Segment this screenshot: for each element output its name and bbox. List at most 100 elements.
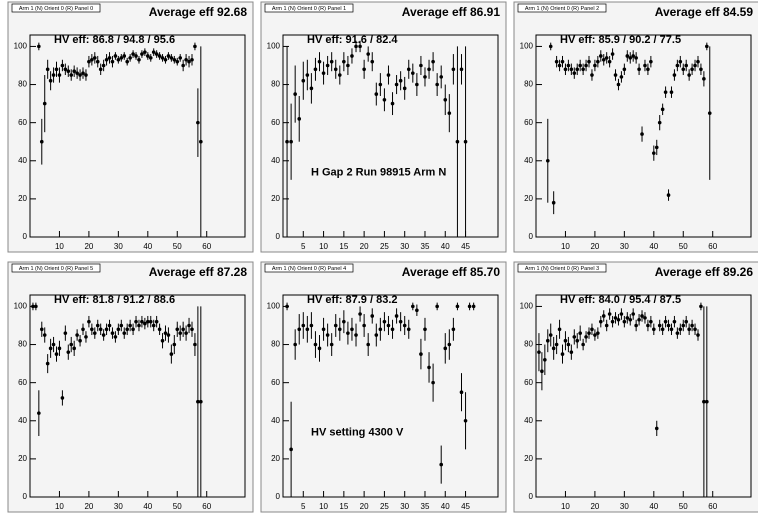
data-point [166, 333, 171, 337]
y-tick-label: 20 [18, 454, 27, 463]
y-tick-label: 20 [271, 194, 280, 203]
data-point [451, 327, 456, 332]
data-point [610, 52, 615, 56]
data-point [411, 304, 415, 309]
data-point [146, 319, 150, 324]
x-tick-label: 30 [400, 502, 409, 511]
data-point [329, 342, 334, 347]
data-point [60, 396, 65, 400]
average-eff: Average eff 86.91 [402, 5, 501, 19]
data-point [672, 319, 677, 324]
data-point [587, 331, 591, 335]
x-tick-label: 15 [339, 242, 348, 251]
data-point [178, 331, 183, 335]
data-point [394, 82, 399, 87]
data-point [382, 319, 387, 324]
x-tick-label: 5 [301, 242, 306, 251]
data-point [699, 304, 703, 309]
data-point [394, 314, 399, 318]
x-tick-label: 35 [421, 502, 430, 511]
data-point [297, 117, 302, 121]
y-tick-label: 0 [23, 492, 28, 501]
y-tick-label: 80 [271, 80, 280, 89]
data-point [678, 327, 683, 332]
data-point [687, 73, 691, 77]
data-point [654, 426, 659, 431]
data-point [684, 319, 689, 324]
data-point [386, 323, 391, 328]
data-point [613, 316, 618, 320]
data-point [590, 73, 594, 77]
data-point [654, 145, 659, 150]
data-point [305, 73, 310, 77]
pad-title: Arm 1 (N) Orient 0 (R) Panel 5 [19, 266, 93, 272]
data-point [128, 56, 132, 60]
data-point [610, 319, 615, 324]
data-point [84, 335, 88, 339]
data-point [358, 44, 362, 49]
data-point [134, 54, 138, 58]
data-point [455, 304, 460, 309]
data-point [402, 86, 407, 91]
title-box [264, 3, 354, 13]
data-point [63, 331, 68, 335]
y-tick-label: 100 [520, 302, 534, 311]
note: HV setting 4300 V [311, 426, 404, 438]
data-point [39, 139, 44, 144]
data-point [566, 342, 571, 347]
y-tick-label: 60 [524, 118, 533, 127]
average-eff: Average eff 87.28 [149, 265, 248, 279]
data-point [443, 346, 448, 351]
data-point [134, 319, 138, 324]
data-point [42, 333, 47, 337]
x-tick-label: 50 [173, 502, 182, 511]
data-point [604, 56, 609, 60]
data-point [451, 67, 456, 72]
data-point [160, 56, 165, 60]
hv-eff: HV eff: 84.0 / 95.4 / 87.5 [560, 294, 681, 306]
data-point [366, 52, 370, 56]
x-tick-label: 30 [620, 242, 629, 251]
data-point [148, 319, 153, 324]
data-point [48, 346, 53, 351]
y-tick-label: 60 [18, 378, 27, 387]
y-tick-label: 20 [524, 194, 533, 203]
data-point [325, 333, 330, 337]
data-point [427, 365, 431, 370]
data-point [411, 71, 415, 75]
y-tick-label: 0 [529, 492, 534, 501]
data-point [584, 63, 588, 68]
data-point [578, 331, 582, 335]
data-point [378, 327, 383, 332]
data-point [92, 56, 97, 60]
data-point [75, 71, 79, 75]
data-point [699, 67, 703, 72]
title-box [11, 263, 101, 273]
data-point [678, 59, 683, 64]
y-tick-label: 80 [18, 80, 27, 89]
y-tick-label: 40 [524, 156, 533, 165]
x-tick-label: 10 [55, 242, 64, 251]
x-tick-label: 10 [319, 502, 328, 511]
data-point [675, 63, 680, 68]
data-point [301, 78, 306, 83]
data-point [572, 335, 577, 339]
data-point [681, 323, 686, 328]
data-point [342, 59, 346, 64]
data-point [285, 139, 289, 144]
data-point [557, 327, 562, 332]
data-point [569, 350, 574, 354]
data-point [374, 92, 379, 96]
data-point [366, 342, 370, 347]
data-point [593, 333, 597, 337]
data-point [419, 352, 423, 356]
data-point [321, 71, 326, 75]
y-tick-label: 100 [267, 42, 281, 51]
data-point [175, 327, 180, 332]
data-point [705, 399, 709, 404]
data-point [551, 346, 556, 351]
data-point [640, 132, 644, 136]
data-point [72, 69, 76, 74]
data-point [563, 67, 568, 72]
data-point [690, 323, 694, 328]
